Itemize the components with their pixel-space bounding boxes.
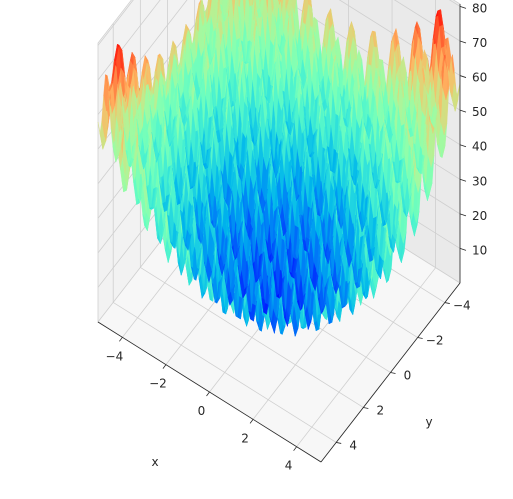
surface-patch [279,0,281,5]
surface-patch [261,0,265,17]
grid-line-z [97,0,134,46]
grid-line-z [393,0,461,42]
surface-patch [227,0,231,14]
surface-patch [280,0,284,11]
grid-line-y [140,267,364,408]
grid-line-y [112,302,337,443]
surface-patch [253,0,257,20]
surface-patch [252,0,254,5]
surface-plot [97,0,461,338]
surface-patch [278,0,279,1]
